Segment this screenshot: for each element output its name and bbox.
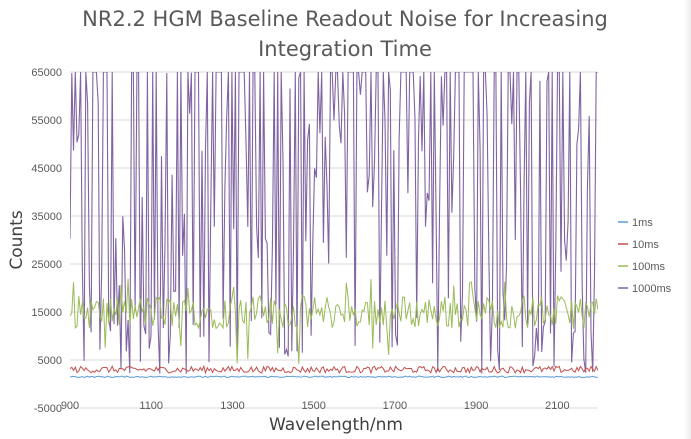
series-line-10ms [70,364,598,375]
y-axis-title: Counts [7,210,27,269]
y-tick-label: 5000 [38,355,62,367]
x-tick-label: 1700 [383,400,407,412]
window-edge [683,0,691,439]
series-line-1000ms [70,72,598,374]
chart-title: NR2.2 HGM Baseline Readout Noise for Inc… [82,7,608,61]
y-tick-label: -5000 [34,403,62,415]
series-line-100ms [70,278,598,364]
y-tick-label: 15000 [31,307,62,319]
x-tick-label: 1900 [464,400,488,412]
x-tick-label: 900 [61,400,79,412]
legend-label: 10ms [632,239,659,251]
legend-label: 1ms [632,217,653,229]
axes: 65000 55000 45000 35000 25000 15000 5000 -50009… [31,67,569,415]
legend: 1ms 10ms 100ms 1000ms [618,217,672,295]
y-tick-label: 45000 [31,163,62,175]
x-tick-label: 1100 [139,400,163,412]
legend-label: 1000ms [632,283,672,295]
x-tick-label: 1500 [301,400,325,412]
x-tick-label: 1300 [220,400,244,412]
y-tick-label: 35000 [31,211,62,223]
y-tick-label: 25000 [31,259,62,271]
grid-lines [70,71,598,409]
y-tick-label: 65000 [31,67,62,79]
y-tick-label: 55000 [31,115,62,127]
series-line-1ms [70,375,598,379]
series-layer [70,72,598,379]
legend-label: 100ms [632,261,666,273]
x-tick-label: 2100 [545,400,569,412]
x-axis-title: Wavelength/nm [269,415,403,435]
